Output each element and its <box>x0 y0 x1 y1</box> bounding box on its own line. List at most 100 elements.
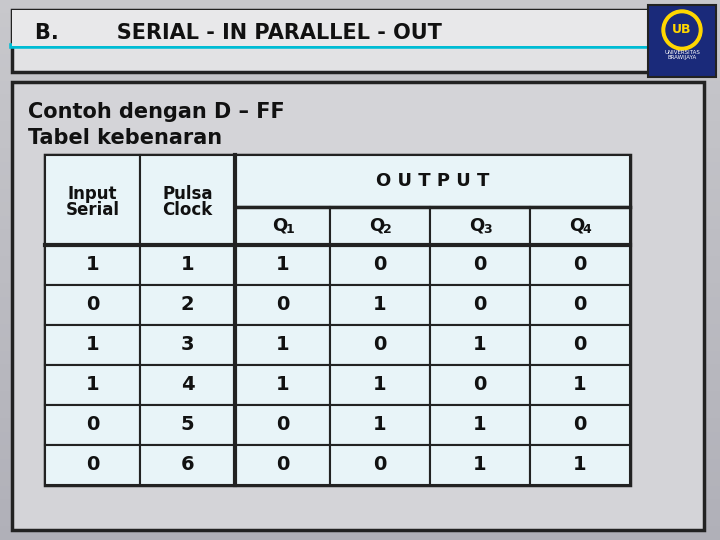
Bar <box>0 459 720 474</box>
Text: Q: Q <box>369 217 384 235</box>
Text: Input: Input <box>68 185 117 203</box>
Bar <box>45 245 140 285</box>
Text: 5: 5 <box>181 415 194 434</box>
Bar <box>0 189 720 204</box>
Bar <box>648 5 716 77</box>
Bar <box>0 81 720 96</box>
Bar <box>530 245 630 285</box>
Text: 0: 0 <box>276 455 289 474</box>
Text: O U T P U T: O U T P U T <box>376 172 489 190</box>
Text: 1: 1 <box>86 255 99 274</box>
Bar <box>0 284 720 298</box>
Bar <box>45 155 630 485</box>
Bar <box>0 418 720 433</box>
Bar <box>12 82 704 530</box>
Text: Q: Q <box>469 217 485 235</box>
Bar <box>0 148 720 163</box>
Bar <box>530 445 630 485</box>
Text: B.        SERIAL - IN PARALLEL - OUT: B. SERIAL - IN PARALLEL - OUT <box>35 23 442 43</box>
Text: 0: 0 <box>373 455 387 474</box>
Bar <box>12 10 704 46</box>
Bar <box>235 285 330 325</box>
Bar <box>0 135 720 150</box>
Bar <box>530 365 630 405</box>
Text: UNIVERSITAS
BRAWIJAYA: UNIVERSITAS BRAWIJAYA <box>664 50 700 60</box>
Text: Serial: Serial <box>66 201 120 219</box>
Bar <box>0 472 720 487</box>
Text: 4: 4 <box>582 224 591 237</box>
Bar <box>330 325 430 365</box>
Bar <box>530 405 630 445</box>
Bar <box>530 285 630 325</box>
Text: 1: 1 <box>573 455 587 474</box>
Text: Clock: Clock <box>163 201 212 219</box>
Bar <box>530 207 630 245</box>
Text: 0: 0 <box>573 295 587 314</box>
Bar <box>0 351 720 366</box>
Bar <box>430 245 530 285</box>
Bar <box>0 392 720 406</box>
Bar <box>235 245 330 285</box>
Bar <box>0 14 720 28</box>
Text: TEKNIK INFORMATIKA: TEKNIK INFORMATIKA <box>190 508 530 536</box>
Bar <box>0 68 720 82</box>
Bar <box>430 405 530 445</box>
Text: Pulsa: Pulsa <box>162 185 212 203</box>
Bar <box>235 445 330 485</box>
Bar <box>0 230 720 244</box>
Bar <box>140 405 235 445</box>
Bar <box>330 245 430 285</box>
Text: 1: 1 <box>573 375 587 394</box>
Bar <box>0 0 720 15</box>
Text: 0: 0 <box>473 295 487 314</box>
Bar <box>430 285 530 325</box>
Text: UB: UB <box>672 24 692 37</box>
Bar <box>140 365 235 405</box>
Text: Q: Q <box>272 217 287 235</box>
Bar <box>235 207 330 245</box>
Bar <box>0 446 720 460</box>
Text: 4: 4 <box>181 375 194 394</box>
Text: 0: 0 <box>373 255 387 274</box>
Bar <box>45 285 140 325</box>
Bar <box>0 270 720 285</box>
Text: 0: 0 <box>473 375 487 394</box>
Text: 1: 1 <box>276 255 289 274</box>
Bar <box>0 243 720 258</box>
Bar <box>235 365 330 405</box>
Bar <box>235 405 330 445</box>
Bar <box>0 27 720 42</box>
Bar <box>0 122 720 136</box>
Bar <box>12 10 704 72</box>
Bar <box>330 207 430 245</box>
Bar <box>0 500 720 514</box>
Text: Contoh dengan D – FF: Contoh dengan D – FF <box>28 102 284 122</box>
Text: 0: 0 <box>573 415 587 434</box>
Text: 1: 1 <box>86 375 99 394</box>
Bar <box>530 325 630 365</box>
Bar <box>430 325 530 365</box>
Bar <box>0 486 720 501</box>
Bar <box>0 162 720 177</box>
Bar <box>45 325 140 365</box>
Bar <box>0 94 720 109</box>
Circle shape <box>666 14 698 46</box>
Bar <box>0 256 720 271</box>
Text: 0: 0 <box>86 455 99 474</box>
Text: 2: 2 <box>181 295 194 314</box>
Bar <box>0 432 720 447</box>
Bar <box>0 202 720 217</box>
Bar <box>0 526 720 540</box>
Bar <box>0 324 720 339</box>
Bar <box>140 245 235 285</box>
Bar <box>330 365 430 405</box>
Text: 0: 0 <box>276 415 289 434</box>
Text: 1: 1 <box>373 375 387 394</box>
Bar <box>430 445 530 485</box>
Text: 0: 0 <box>473 255 487 274</box>
Bar <box>430 207 530 245</box>
Text: 1: 1 <box>473 455 487 474</box>
Bar <box>330 285 430 325</box>
Text: Q: Q <box>570 217 585 235</box>
Text: 1: 1 <box>473 415 487 434</box>
